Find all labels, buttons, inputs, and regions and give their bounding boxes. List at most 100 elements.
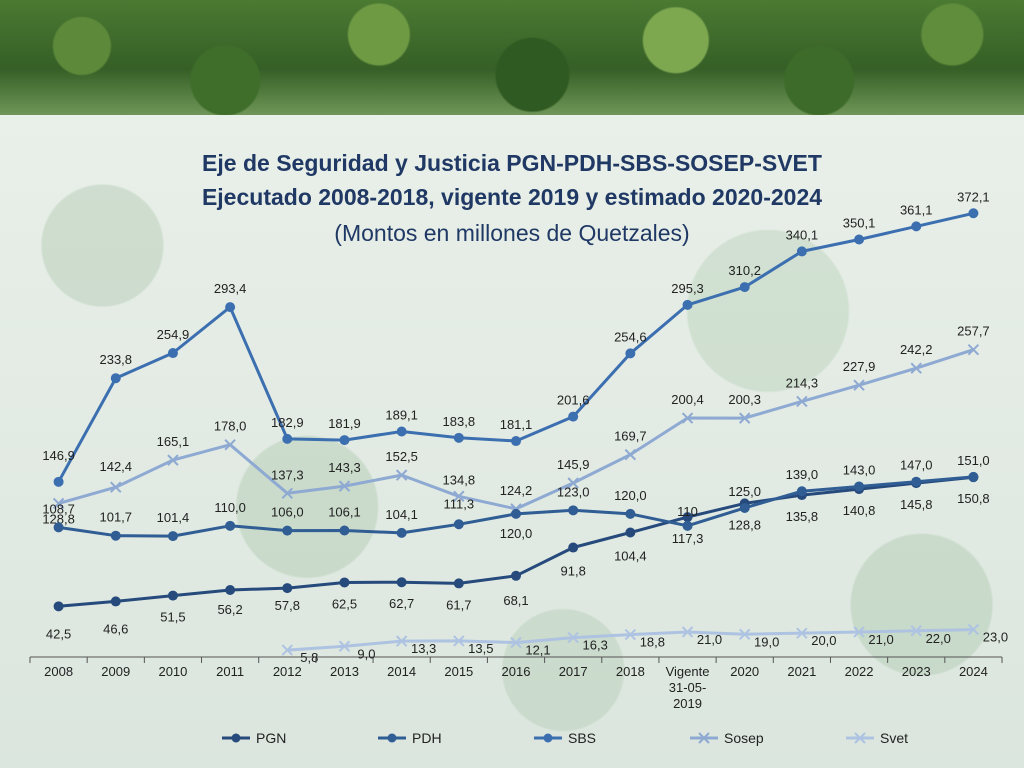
data-point-sbs [854, 234, 865, 245]
data-point-sbs [453, 432, 464, 443]
data-label-svet: 20,0 [811, 633, 836, 648]
x-tick-label: 2024 [959, 664, 988, 679]
data-label-pgn: 42,5 [46, 626, 71, 641]
data-point-pdh [682, 520, 693, 531]
data-point-sbs [739, 282, 750, 293]
x-tick-label: 2014 [387, 664, 416, 679]
data-label-pgn: 117,3 [672, 531, 704, 546]
data-label-pgn: 150,8 [957, 491, 990, 506]
legend-label: PDH [412, 730, 442, 746]
data-label-pdh: 106,0 [271, 505, 304, 520]
data-label-sosep: 134,8 [443, 472, 476, 487]
data-label-pgn: 135,8 [786, 509, 819, 524]
data-label-sosep: 143,3 [328, 460, 361, 475]
data-label-sosep: 137,3 [271, 467, 304, 482]
x-tick-label: 2012 [273, 664, 302, 679]
data-label-sbs: 181,9 [328, 416, 361, 431]
x-tick-label: 2009 [101, 664, 130, 679]
data-point-svet [681, 626, 694, 638]
data-label-pgn: 104,4 [614, 549, 647, 564]
data-label-sosep: 145,9 [557, 457, 590, 472]
chart-units-note: (Montos en millones de Quetzales) [334, 220, 690, 246]
data-point-svet [567, 631, 579, 644]
data-label-sosep: 178,0 [214, 419, 247, 434]
data-point-sosep [110, 481, 122, 493]
data-point-pdh [511, 508, 521, 519]
x-tick-label: 2020 [730, 664, 759, 679]
data-label-sbs: 254,9 [157, 327, 190, 342]
data-point-svet [853, 626, 865, 638]
data-point-pgn [511, 570, 521, 581]
data-point-sosep [567, 477, 579, 489]
data-point-sosep [624, 448, 637, 461]
x-tick-label: 2016 [502, 664, 531, 679]
data-label-pdh: 104,1 [385, 507, 418, 522]
data-label-sosep: 142,4 [99, 459, 132, 474]
x-tick-label: 2017 [559, 664, 588, 679]
x-tick-label: Vigente 31-05-2019 [666, 664, 710, 711]
data-point-pdh [854, 481, 865, 492]
data-point-svet [453, 635, 465, 647]
data-label-pgn: 56,2 [217, 602, 242, 617]
data-point-pgn [282, 583, 293, 594]
chart-subtitle: Ejecutado 2008-2018, vigente 2019 y esti… [201, 184, 823, 210]
x-tick-label: 2021 [787, 664, 816, 679]
data-label-sosep: 169,7 [614, 429, 647, 444]
data-label-pdh: 108,7 [42, 501, 75, 516]
data-point-sosep [910, 362, 922, 374]
data-point-pgn [110, 596, 121, 607]
data-point-sbs [911, 221, 922, 232]
data-point-sbs [511, 436, 521, 447]
legend-item-pgn: PGN [222, 730, 286, 746]
data-point-svet [796, 627, 808, 639]
data-point-svet [738, 628, 751, 641]
data-label-sbs: 293,4 [214, 281, 247, 296]
data-label-pdh: 125,0 [728, 484, 761, 499]
data-label-sosep: 165,1 [157, 434, 190, 449]
x-tick-label: 2011 [216, 664, 244, 679]
data-point-sosep [738, 412, 751, 424]
data-label-pdh: 147,0 [900, 458, 933, 473]
data-point-pdh [796, 486, 807, 497]
data-point-sosep [395, 469, 408, 481]
data-label-sosep: 152,5 [385, 449, 418, 464]
data-point-pgn [53, 601, 64, 612]
data-label-svet: 22,0 [926, 631, 951, 646]
data-point-sbs [110, 373, 121, 384]
data-point-pdh [167, 531, 178, 542]
data-point-sosep [167, 454, 179, 466]
data-point-pdh [396, 527, 407, 538]
legend-label: Sosep [724, 730, 764, 746]
data-label-sbs: 189,1 [385, 407, 418, 422]
data-label-sosep: 227,9 [843, 359, 876, 374]
data-label-sosep: 200,3 [728, 392, 761, 407]
data-point-svet [910, 625, 922, 637]
legend-item-pdh: PDH [378, 730, 442, 746]
data-point-sbs [968, 208, 979, 219]
data-label-sbs: 295,3 [671, 281, 704, 296]
data-label-sosep: 214,3 [786, 375, 819, 390]
data-point-sosep [967, 343, 980, 356]
data-label-pdh: 120,0 [614, 488, 647, 503]
data-point-pgn [167, 590, 178, 601]
data-label-svet: 9,0 [357, 646, 375, 661]
data-point-sosep [796, 395, 808, 408]
data-label-svet: 5,8 [300, 650, 318, 665]
data-point-pdh [911, 476, 922, 487]
legend-label: SBS [568, 730, 596, 746]
data-point-pdh [739, 502, 750, 513]
data-label-svet: 13,3 [411, 641, 436, 656]
data-label-pgn: 57,8 [275, 598, 300, 613]
chart-title: Eje de Seguridad y Justicia PGN-PDH-SBS-… [202, 150, 822, 176]
data-label-pgn: 91,8 [561, 564, 586, 579]
data-label-sosep: 242,2 [900, 342, 933, 357]
x-tick-label: 2010 [158, 664, 187, 679]
data-label-svet: 21,0 [868, 632, 893, 647]
data-label-pgn: 68,1 [503, 593, 528, 608]
data-label-sbs: 310,2 [728, 263, 761, 278]
data-label-pgn: 145,8 [900, 497, 933, 512]
data-label-pdh: 151,0 [957, 453, 990, 468]
data-label-sosep: 200,4 [671, 392, 704, 407]
data-point-sosep [853, 379, 865, 391]
data-label-pdh: 120,0 [500, 526, 533, 541]
